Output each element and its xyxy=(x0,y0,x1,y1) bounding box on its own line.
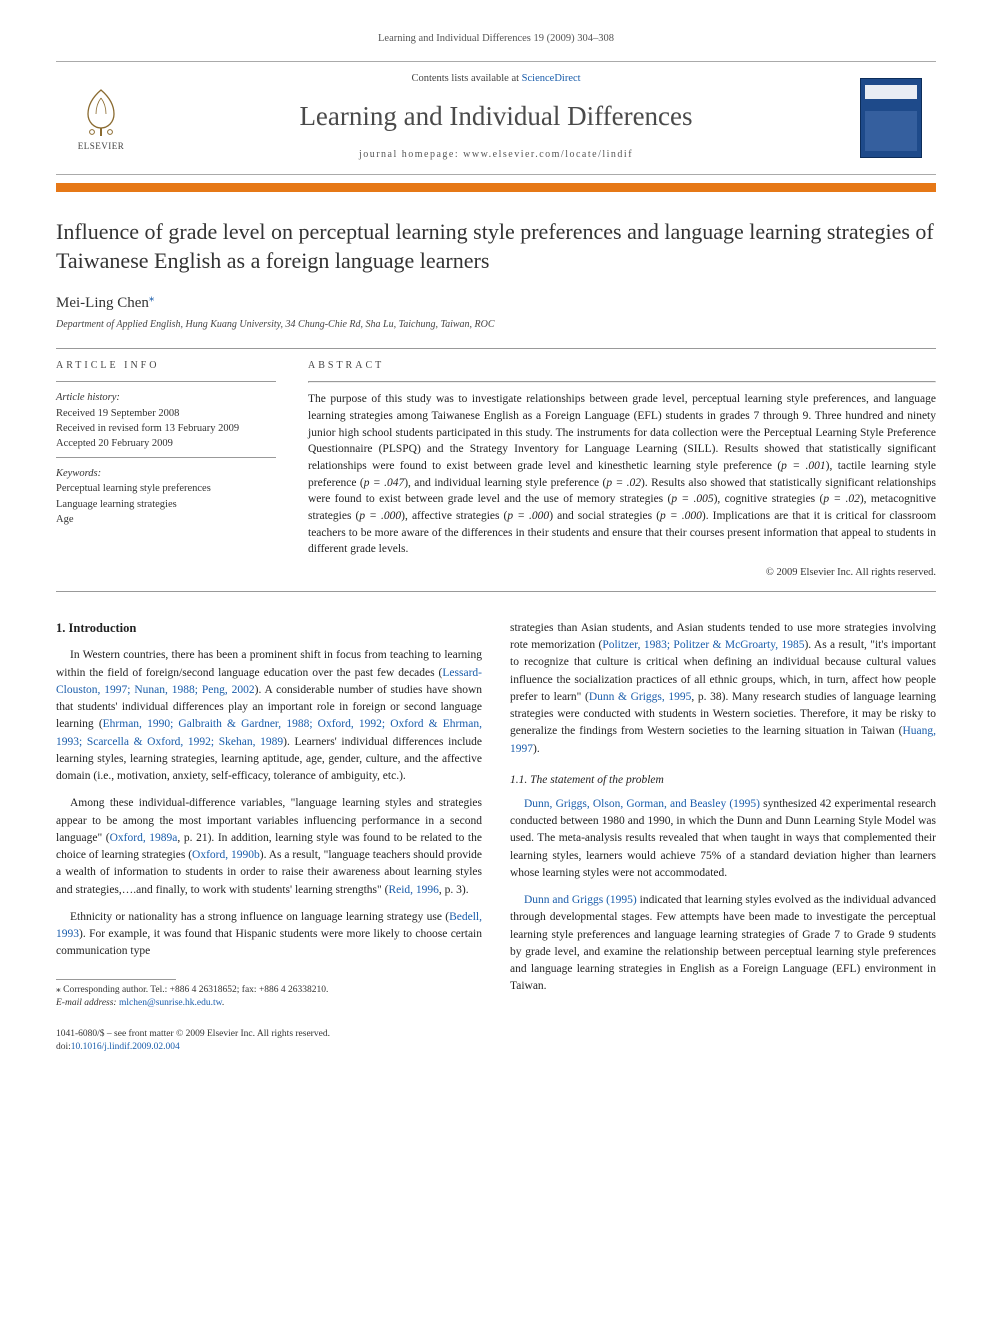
email-suffix: . xyxy=(222,998,224,1008)
p-value: p = .02 xyxy=(823,493,860,505)
keywords-label: Keywords: xyxy=(56,466,276,481)
contents-line: Contents lists available at ScienceDirec… xyxy=(154,72,838,87)
info-abstract-row: article info Article history: Received 1… xyxy=(56,359,936,580)
paragraph: Dunn and Griggs (1995) indicated that le… xyxy=(510,892,936,996)
elsevier-tree-icon xyxy=(74,84,128,138)
author-name: Mei-Ling Chen xyxy=(56,295,149,311)
p-value: p = .047 xyxy=(364,477,404,489)
history-accepted: Accepted 20 February 2009 xyxy=(56,436,276,451)
abstract-fragment: ), cognitive strategies ( xyxy=(714,493,824,505)
text-fragment: , p. 3). xyxy=(439,884,469,896)
article-history-block: Article history: Received 19 September 2… xyxy=(56,390,276,451)
doi-link[interactable]: 10.1016/j.lindif.2009.02.004 xyxy=(71,1042,180,1052)
running-header: Learning and Individual Differences 19 (… xyxy=(56,32,936,47)
p-value: p = .000 xyxy=(359,510,401,522)
masthead: ELSEVIER Contents lists available at Sci… xyxy=(56,61,936,175)
page-root: Learning and Individual Differences 19 (… xyxy=(0,0,992,1095)
text-fragment: Ethnicity or nationality has a strong in… xyxy=(70,911,449,923)
history-received: Received 19 September 2008 xyxy=(56,406,276,421)
affiliation: Department of Applied English, Hung Kuan… xyxy=(56,318,936,332)
paragraph: Dunn, Griggs, Olson, Gorman, and Beasley… xyxy=(510,796,936,882)
rule xyxy=(56,381,276,382)
journal-homepage-line: journal homepage: www.elsevier.com/locat… xyxy=(154,148,838,162)
p-value: p = .02 xyxy=(606,477,641,489)
text-fragment: indicated that learning styles evolved a… xyxy=(510,894,936,992)
email-link[interactable]: mlchen@sunrise.hk.edu.tw xyxy=(119,998,222,1008)
rule xyxy=(56,348,936,349)
citation-link[interactable]: Reid, 1996 xyxy=(388,884,438,896)
homepage-prefix: journal homepage: xyxy=(359,149,463,160)
keyword-item: Language learning strategies xyxy=(56,497,276,512)
citation-link[interactable]: Oxford, 1989a xyxy=(110,832,178,844)
history-label: Article history: xyxy=(56,390,276,405)
rule xyxy=(308,381,936,383)
article-info-column: article info Article history: Received 1… xyxy=(56,359,276,580)
abstract-fragment: ), and individual learning style prefere… xyxy=(404,477,606,489)
subsection-heading: 1.1. The statement of the problem xyxy=(510,772,936,788)
corr-label: ⁎ Corresponding author. xyxy=(56,985,150,995)
rule xyxy=(56,457,276,458)
history-revised: Received in revised form 13 February 200… xyxy=(56,421,276,436)
citation-link[interactable]: Dunn, Griggs, Olson, Gorman, and Beasley… xyxy=(524,798,760,810)
body-column-left: 1. Introduction In Western countries, th… xyxy=(56,620,482,1010)
publisher-brand-text: ELSEVIER xyxy=(78,140,125,153)
homepage-url[interactable]: www.elsevier.com/locate/lindif xyxy=(463,149,633,160)
elsevier-logo: ELSEVIER xyxy=(74,84,128,153)
article-title: Influence of grade level on perceptual l… xyxy=(56,218,936,275)
corr-tel: Tel.: +886 4 26318652; fax: +886 4 26338… xyxy=(150,985,328,995)
citation-link[interactable]: Dunn & Griggs, 1995 xyxy=(589,691,692,703)
text-fragment: synthesized 42 experimental research con… xyxy=(510,798,936,879)
text-fragment: ). xyxy=(533,743,540,755)
cover-thumb-cell xyxy=(846,62,936,174)
keyword-item: Age xyxy=(56,512,276,527)
section-heading: 1. Introduction xyxy=(56,620,482,638)
publisher-logo-cell: ELSEVIER xyxy=(56,62,146,174)
abstract-column: abstract The purpose of this study was t… xyxy=(308,359,936,580)
abstract-fragment: ) and social strategies ( xyxy=(549,510,660,522)
p-value: p = .000 xyxy=(660,510,702,522)
paragraph: Among these individual-difference variab… xyxy=(56,795,482,899)
keyword-item: Perceptual learning style preferences xyxy=(56,481,276,496)
footer-block: 1041-6080/$ – see front matter © 2009 El… xyxy=(56,1028,936,1055)
paragraph: In Western countries, there has been a p… xyxy=(56,647,482,785)
journal-title: Learning and Individual Differences xyxy=(154,98,838,136)
sciencedirect-link[interactable]: ScienceDirect xyxy=(522,73,581,84)
abstract-copyright: © 2009 Elsevier Inc. All rights reserved… xyxy=(308,566,936,581)
article-info-label: article info xyxy=(56,359,276,373)
text-fragment: In Western countries, there has been a p… xyxy=(56,649,482,678)
keywords-block: Keywords: Perceptual learning style pref… xyxy=(56,466,276,527)
abstract-fragment: ), affective strategies ( xyxy=(401,510,507,522)
masthead-center: Contents lists available at ScienceDirec… xyxy=(146,62,846,174)
rule xyxy=(56,591,936,592)
citation-link[interactable]: Dunn and Griggs (1995) xyxy=(524,894,637,906)
body-columns: 1. Introduction In Western countries, th… xyxy=(56,620,936,1010)
p-value: p = .005 xyxy=(671,493,713,505)
contents-prefix: Contents lists available at xyxy=(411,73,521,84)
author-line: Mei-Ling Chen⁎ xyxy=(56,291,936,314)
journal-cover-thumb xyxy=(860,78,922,158)
accent-rule xyxy=(56,183,936,192)
corresponding-author-footnote: ⁎ Corresponding author. Tel.: +886 4 263… xyxy=(56,984,482,1011)
corresponding-mark-icon: ⁎ xyxy=(149,292,155,304)
footnote-rule xyxy=(56,979,176,980)
doi-prefix: doi: xyxy=(56,1042,71,1052)
paragraph: Ethnicity or nationality has a strong in… xyxy=(56,909,482,961)
body-column-right: strategies than Asian students, and Asia… xyxy=(510,620,936,1010)
p-value: p = .000 xyxy=(507,510,549,522)
email-label: E-mail address: xyxy=(56,998,119,1008)
abstract-label: abstract xyxy=(308,359,936,373)
abstract-text: The purpose of this study was to investi… xyxy=(308,391,936,558)
citation-link[interactable]: Oxford, 1990b xyxy=(192,849,260,861)
issn-line: 1041-6080/$ – see front matter © 2009 El… xyxy=(56,1028,936,1041)
p-value: p = .001 xyxy=(781,460,825,472)
paragraph: strategies than Asian students, and Asia… xyxy=(510,620,936,758)
text-fragment: ). For example, it was found that Hispan… xyxy=(56,928,482,957)
citation-link[interactable]: Politzer, 1983; Politzer & McGroarty, 19… xyxy=(602,639,804,651)
